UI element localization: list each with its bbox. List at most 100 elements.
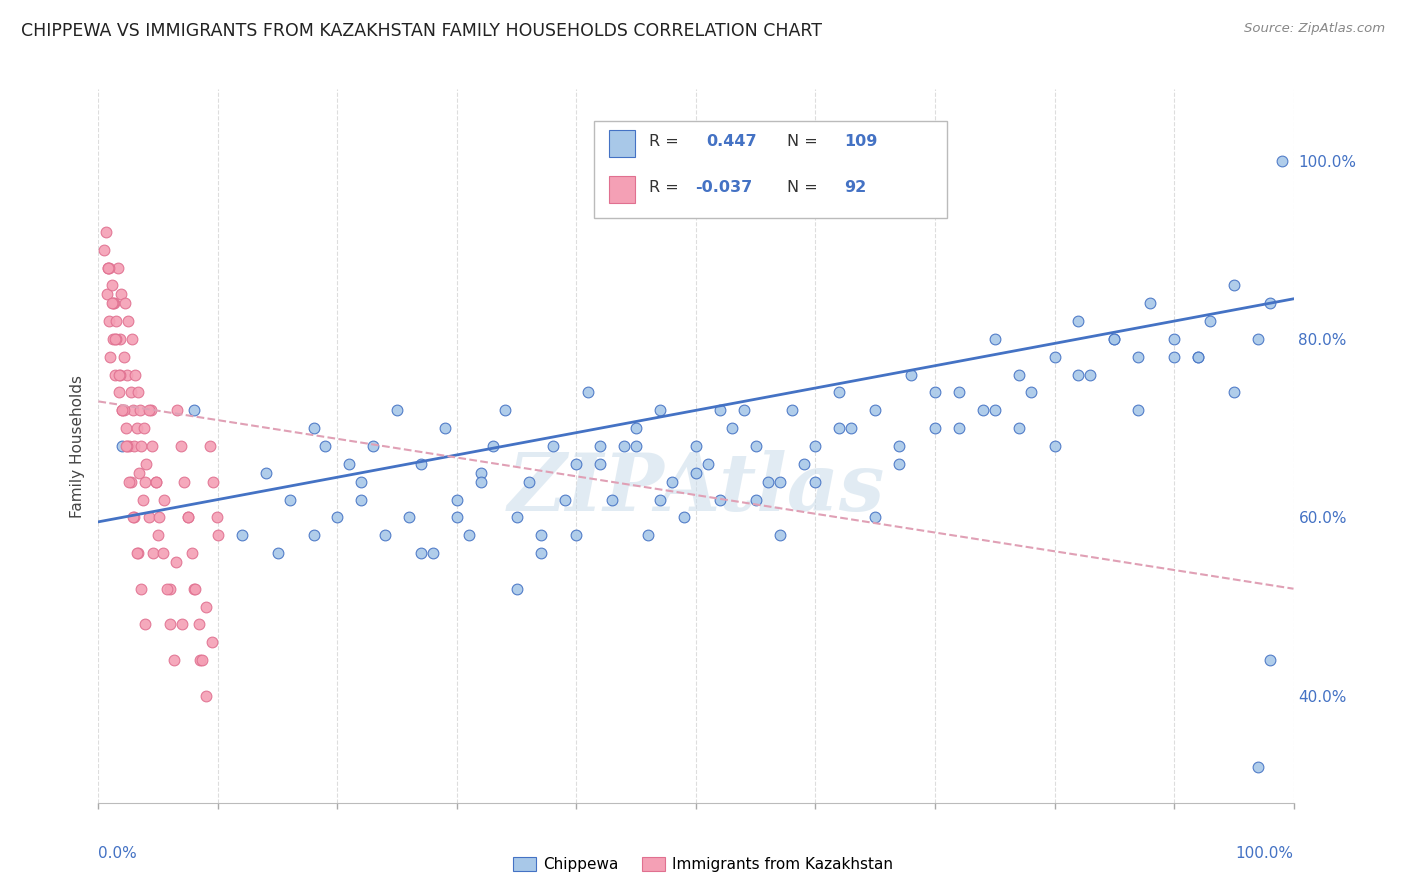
Point: [1067, 314, 1090, 328]
Point: [163, 653, 186, 667]
Point: [159, 582, 181, 596]
Point: [191, 653, 214, 667]
Point: [828, 421, 851, 435]
Point: [648, 492, 672, 507]
Text: R =: R =: [650, 134, 679, 149]
Point: [93, 243, 115, 257]
Point: [1008, 421, 1031, 435]
Point: [411, 546, 433, 560]
Point: [103, 296, 125, 310]
Text: 0.0%: 0.0%: [98, 846, 138, 861]
Point: [900, 368, 922, 382]
Point: [924, 421, 946, 435]
Point: [267, 546, 290, 560]
Point: [709, 403, 731, 417]
Text: ZIPAtlas: ZIPAtlas: [508, 450, 884, 527]
Point: [105, 314, 128, 328]
Point: [1258, 653, 1281, 667]
Point: [1223, 278, 1246, 293]
Point: [94, 225, 117, 239]
Point: [422, 546, 444, 560]
Point: [315, 439, 337, 453]
Point: [494, 403, 516, 417]
Point: [97, 260, 120, 275]
Point: [105, 332, 128, 346]
Point: [745, 439, 768, 453]
Text: R =: R =: [650, 180, 679, 195]
Point: [131, 492, 153, 507]
Point: [709, 492, 731, 507]
Point: [1187, 350, 1209, 364]
Text: 100.0%: 100.0%: [1236, 846, 1294, 861]
Text: -0.037: -0.037: [695, 180, 752, 195]
Point: [254, 466, 277, 480]
Point: [129, 403, 152, 417]
Point: [506, 582, 529, 596]
Point: [470, 475, 492, 489]
Point: [1128, 350, 1150, 364]
Point: [446, 492, 468, 507]
Point: [1008, 368, 1031, 382]
Point: [530, 546, 553, 560]
Point: [145, 475, 167, 489]
Point: [889, 439, 911, 453]
Point: [195, 689, 218, 703]
Point: [152, 546, 174, 560]
Point: [398, 510, 420, 524]
Point: [517, 475, 540, 489]
Text: CHIPPEWA VS IMMIGRANTS FROM KAZAKHSTAN FAMILY HOUSEHOLDS CORRELATION CHART: CHIPPEWA VS IMMIGRANTS FROM KAZAKHSTAN F…: [21, 22, 823, 40]
Point: [565, 457, 588, 471]
Point: [350, 492, 373, 507]
Point: [385, 403, 409, 417]
Point: [613, 439, 636, 453]
Point: [132, 421, 155, 435]
Point: [108, 368, 131, 382]
Point: [195, 599, 218, 614]
Point: [166, 403, 188, 417]
Point: [231, 528, 253, 542]
Point: [100, 296, 122, 310]
Point: [865, 403, 887, 417]
Point: [589, 457, 612, 471]
Point: [984, 403, 1007, 417]
Point: [602, 492, 624, 507]
Point: [115, 439, 138, 453]
Point: [177, 510, 200, 524]
Point: [339, 457, 361, 471]
Bar: [609, 130, 636, 157]
Point: [98, 314, 121, 328]
Point: [122, 510, 145, 524]
Point: [110, 287, 132, 301]
Point: [104, 332, 127, 346]
Point: [155, 582, 177, 596]
Point: [470, 466, 492, 480]
Point: [125, 546, 148, 560]
Point: [1043, 439, 1066, 453]
Point: [661, 475, 683, 489]
Point: [108, 332, 131, 346]
Point: [180, 546, 202, 560]
Point: [101, 296, 124, 310]
Point: [685, 439, 707, 453]
Point: [350, 475, 373, 489]
Point: [506, 510, 529, 524]
Point: [124, 510, 146, 524]
Point: [148, 528, 170, 542]
Point: [112, 350, 135, 364]
Point: [1128, 403, 1150, 417]
Point: [302, 421, 325, 435]
Point: [127, 546, 149, 560]
Point: [131, 439, 153, 453]
Point: [131, 582, 153, 596]
Point: [127, 385, 149, 400]
Point: [865, 510, 887, 524]
Point: [374, 528, 396, 542]
Point: [1080, 368, 1102, 382]
Point: [120, 475, 142, 489]
Point: [202, 475, 225, 489]
Point: [184, 582, 207, 596]
Point: [117, 314, 139, 328]
Text: 92: 92: [844, 180, 866, 195]
Point: [135, 457, 157, 471]
Point: [96, 287, 118, 301]
